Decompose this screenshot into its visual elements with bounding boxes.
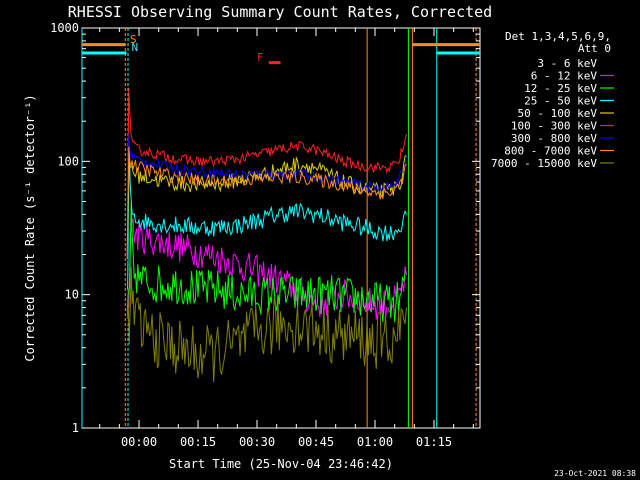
x-tick-label: 00:45 [298, 435, 334, 449]
y-tick-label: 10 [65, 288, 79, 302]
series-line [126, 146, 407, 260]
series-line [127, 148, 407, 290]
legend-entry-label: 800 - 7000 keV [504, 145, 597, 158]
x-tick-label: 00:15 [180, 435, 216, 449]
legend-entry-label: 7000 - 15000 keV [491, 157, 597, 170]
generation-timestamp: 23-Oct-2021 08:38 [554, 469, 636, 478]
legend-entry-label: 12 - 25 keV [524, 82, 597, 95]
legend-entry-label: 3 - 6 keV [537, 57, 597, 70]
series-line [126, 201, 406, 323]
x-axis-ticks: 00:00 00:15 00:30 00:45 01:00 01:15 [99, 28, 474, 449]
chart-title: RHESSI Observing Summary Count Rates, Co… [68, 3, 492, 21]
flag-label-N: N [132, 41, 139, 54]
x-tick-label: 00:00 [121, 435, 157, 449]
legend-header-line-2: Att 0 [578, 42, 611, 55]
legend-header-line-1: Det 1,3,4,5,6,9, [505, 30, 611, 43]
legend-entry-label: 25 - 50 keV [524, 95, 597, 108]
legend-entry-label: 6 - 12 keV [531, 70, 598, 83]
flag-labels: SN F [130, 33, 264, 64]
legend-entry-label: 300 - 800 keV [511, 132, 597, 145]
y-tick-label: 1000 [50, 21, 79, 35]
x-axis-label: Start Time (25-Nov-04 23:46:42) [169, 457, 393, 471]
y-tick-label: 100 [57, 154, 79, 168]
state-bars [82, 43, 480, 65]
x-tick-label: 01:00 [357, 435, 393, 449]
x-tick-label: 00:30 [239, 435, 275, 449]
y-axis-label: Corrected Count Rate (s⁻¹ detector⁻¹) [23, 94, 37, 361]
y-tick-label: 1 [72, 421, 79, 435]
flag-label-F: F [257, 51, 264, 64]
flag-label-S: S [130, 33, 137, 46]
series-line [126, 266, 407, 383]
legend-entry-label: 50 - 100 keV [518, 107, 598, 120]
y-axis-ticks: 1 10 100 1000 [50, 21, 480, 435]
series-line [126, 134, 407, 262]
plot-area [81, 27, 481, 429]
x-tick-label: 01:15 [416, 435, 452, 449]
series-line [126, 87, 407, 260]
legend-entry-label: 100 - 300 keV [511, 120, 597, 133]
data-series [126, 87, 407, 383]
